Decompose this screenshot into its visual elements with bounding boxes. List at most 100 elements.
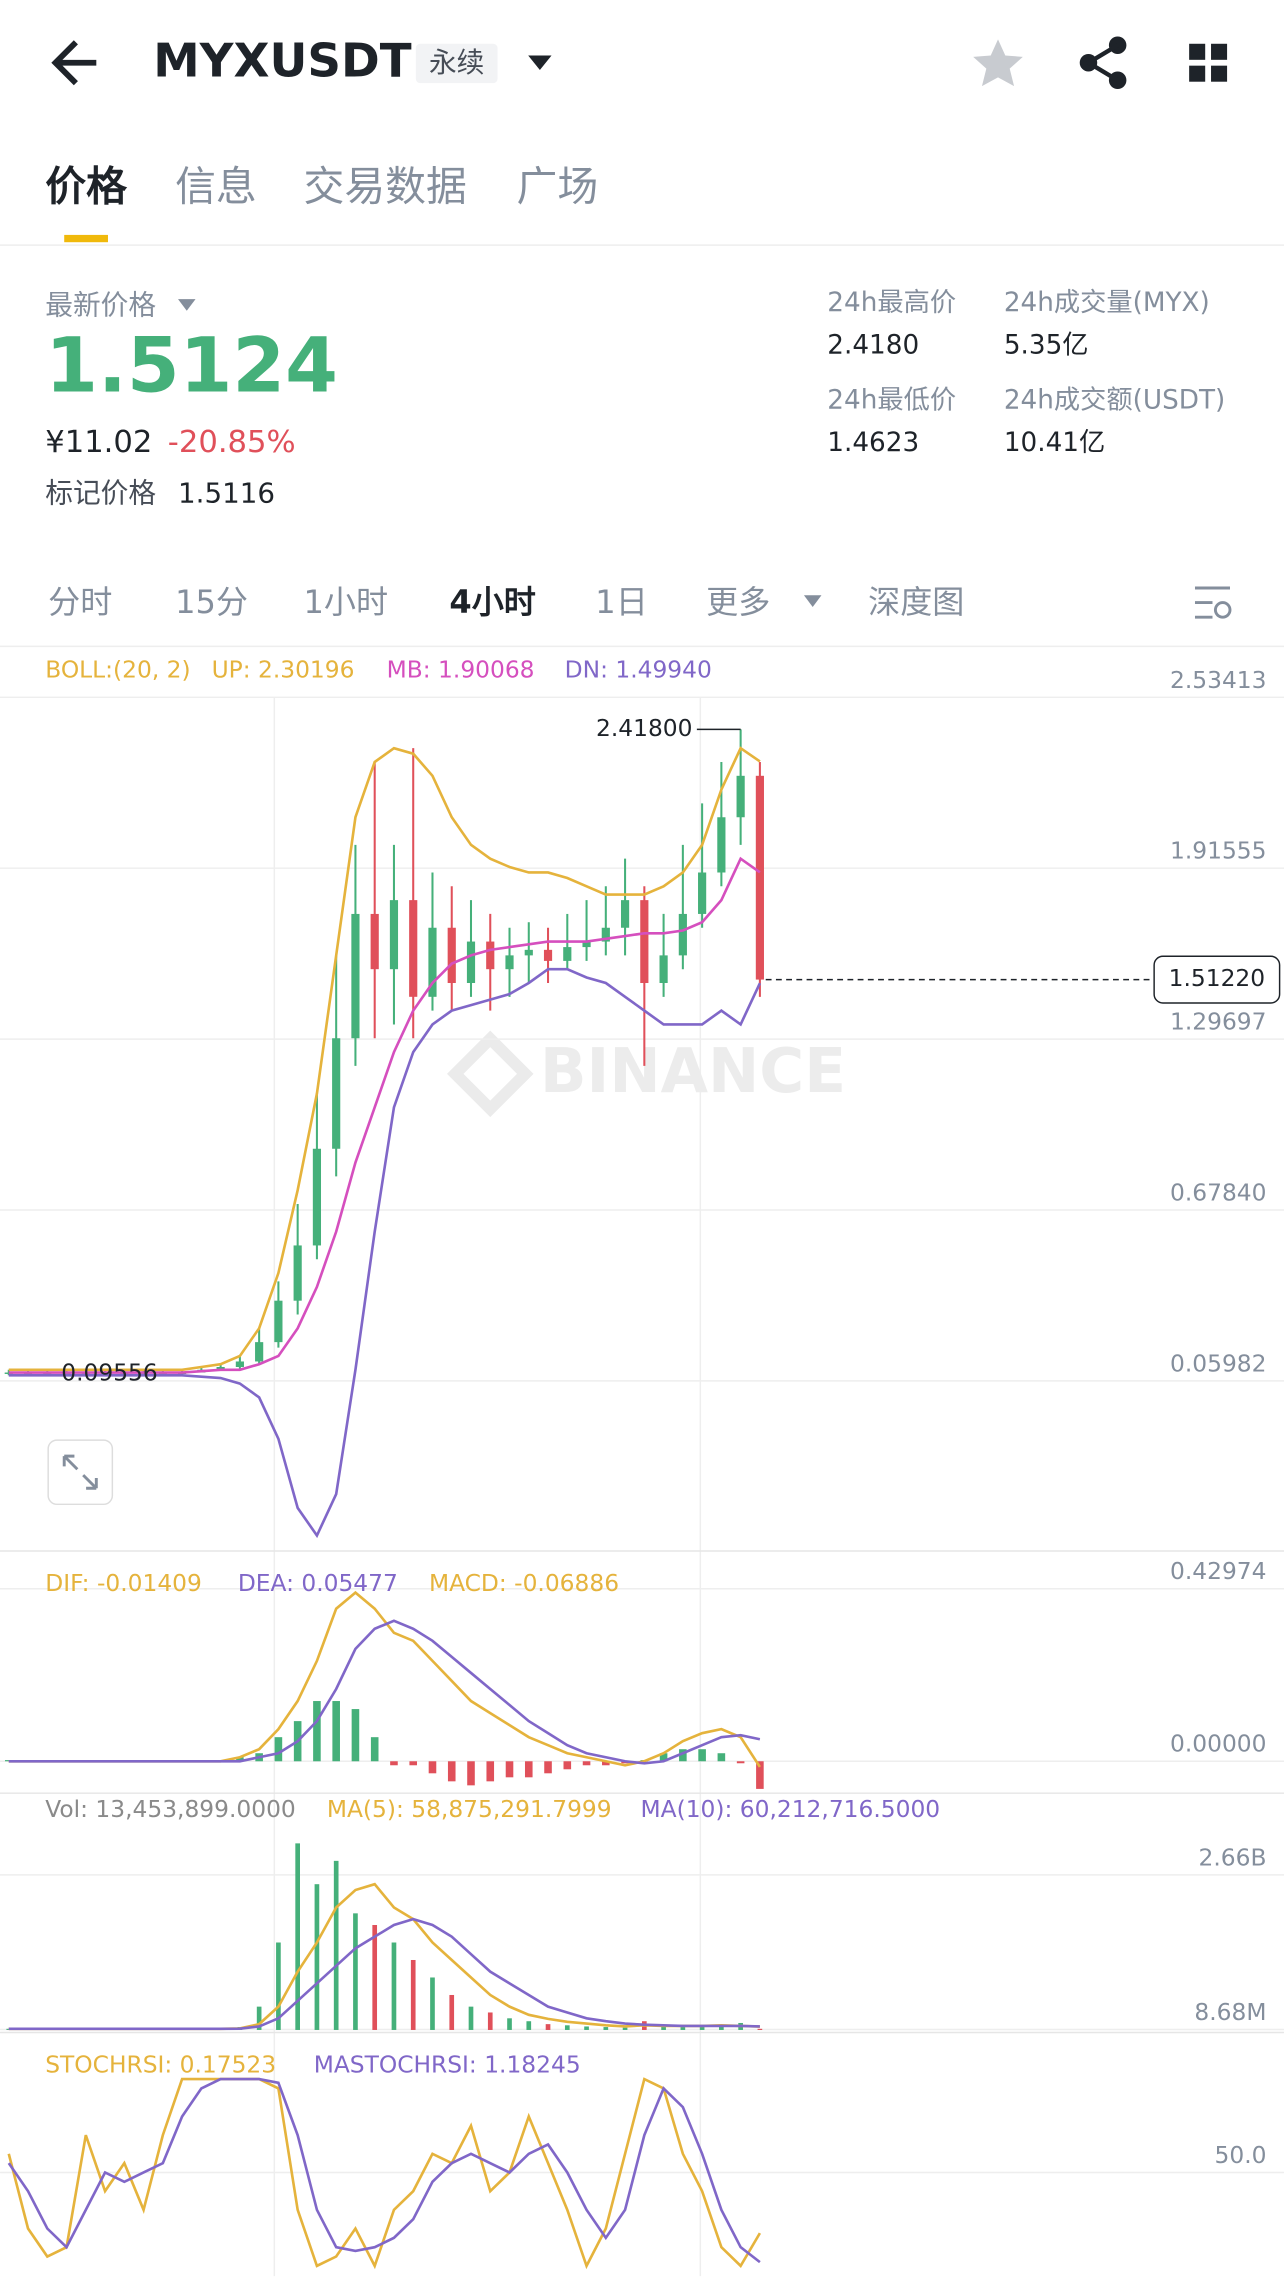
histogram-bar (545, 2024, 551, 2030)
last-price-box (1153, 955, 1281, 1004)
interval[interactable]: 1日 (595, 583, 648, 621)
stat-label: 24h成交量(MYX) (1004, 288, 1210, 318)
histogram-bar (449, 1994, 455, 2030)
stat-value: 10.41亿 (1004, 428, 1105, 458)
symbol[interactable]: MYXUSDT (153, 35, 412, 89)
tab-active[interactable]: 价格 (45, 163, 128, 211)
histogram-bar (468, 2006, 474, 2030)
share-button[interactable] (1079, 36, 1127, 90)
tab[interactable]: 信息 (175, 163, 257, 211)
interval[interactable]: 15分 (175, 583, 248, 621)
contract-badge: 永续 (429, 46, 484, 79)
depth-tab[interactable]: 深度图 (868, 583, 964, 621)
candle-body (755, 775, 764, 980)
histogram-bar (717, 1753, 726, 1762)
back-icon (51, 40, 97, 86)
indicator-line (8, 856, 761, 1374)
legend-entry: MA(10): 60,212,716.5000 (641, 1795, 941, 1823)
histogram-bar (582, 1761, 591, 1766)
histogram-bar (486, 1761, 495, 1782)
y-tick-label: 0.67840 (1170, 1178, 1266, 1206)
histogram-bar (736, 1761, 745, 1764)
histogram-bar (353, 1913, 358, 2030)
candle-body (620, 900, 630, 928)
legend-entry: Vol: 13,453,899.0000 (45, 1795, 296, 1823)
histogram-bar (332, 1701, 340, 1762)
stat-value: 5.35亿 (1004, 330, 1089, 360)
histogram-bar (719, 2025, 724, 2030)
candle-body (447, 927, 456, 984)
grid-menu[interactable] (1189, 43, 1228, 82)
candle-body (659, 955, 668, 984)
histogram-bar (756, 1761, 764, 1789)
legend-entry: MA(5): 58,875,291.7999 (327, 1795, 612, 1823)
candle-body (678, 913, 687, 956)
histogram-bar (276, 1942, 281, 2030)
candle-body (293, 1245, 302, 1301)
expand-button[interactable] (47, 1439, 114, 1506)
indicator-line (8, 1619, 761, 1765)
y-tick-label: 1.29697 (1170, 1008, 1266, 1036)
grid-cell (1211, 43, 1228, 60)
legend-entry: UP: 2.30196 (212, 656, 355, 684)
tab-indicator (64, 234, 108, 243)
settings-gear (1213, 601, 1232, 619)
candle-body (486, 941, 495, 970)
histogram-bar (256, 2006, 262, 2030)
candle-body (563, 947, 572, 961)
histogram-bar (659, 1753, 668, 1762)
candle-body (717, 817, 726, 873)
histogram-bar (314, 1884, 320, 2030)
histogram-bar (447, 1761, 456, 1782)
candle-body (351, 913, 360, 1039)
histogram-bar (524, 1761, 533, 1778)
histogram-bar (544, 1761, 552, 1774)
candle-body (332, 1038, 341, 1149)
legend-entry: MACD: -0.06886 (429, 1569, 619, 1597)
histogram-bar (699, 2026, 705, 2030)
mark-label: 标记价格 (45, 477, 156, 510)
histogram-bar (602, 1761, 610, 1766)
interval-more[interactable]: 更多 (706, 583, 770, 621)
tab[interactable]: 广场 (517, 163, 599, 211)
indicator-line (7, 2077, 762, 2270)
tab[interactable]: 交易数据 (303, 163, 466, 211)
histogram-bar (390, 1761, 398, 1766)
last-price: 1.5124 (45, 322, 338, 410)
histogram-bar (428, 1761, 437, 1774)
price-label[interactable]: 最新价格 (45, 288, 156, 321)
candle-body (582, 941, 591, 948)
expand-box (47, 1439, 114, 1506)
candle-body (235, 1361, 244, 1367)
histogram-bar (507, 2018, 512, 2030)
histogram-bar (295, 1843, 300, 2030)
legend-entry: DIF: -0.01409 (45, 1569, 202, 1597)
candle-body (274, 1300, 283, 1343)
histogram-bar (333, 1860, 339, 2030)
histogram-bar (467, 1761, 475, 1786)
stat-value: 1.4623 (827, 428, 919, 458)
indicator-line (7, 2077, 761, 2264)
favorite-star[interactable] (973, 39, 1023, 87)
histogram-bar (313, 1701, 321, 1762)
candle-body (428, 927, 437, 997)
price-dropdown[interactable] (178, 299, 196, 311)
badge-bg (415, 43, 498, 84)
interval[interactable]: 分时 (48, 583, 112, 621)
back-button[interactable] (51, 40, 97, 86)
legend-entry: MASTOCHRSI: 1.18245 (314, 2051, 581, 2079)
histogram-bar (487, 2012, 493, 2030)
histogram-bar (563, 1761, 572, 1770)
more-dropdown[interactable] (803, 595, 822, 607)
interval-active[interactable]: 4小时 (449, 583, 535, 621)
grid-cell (1211, 65, 1228, 82)
candle-body (543, 949, 553, 961)
histogram-bar (391, 1942, 397, 2030)
interval[interactable]: 1小时 (303, 583, 388, 621)
grid-cell (1189, 65, 1206, 82)
chart-settings[interactable] (1194, 586, 1232, 619)
symbol-dropdown[interactable] (528, 55, 552, 71)
